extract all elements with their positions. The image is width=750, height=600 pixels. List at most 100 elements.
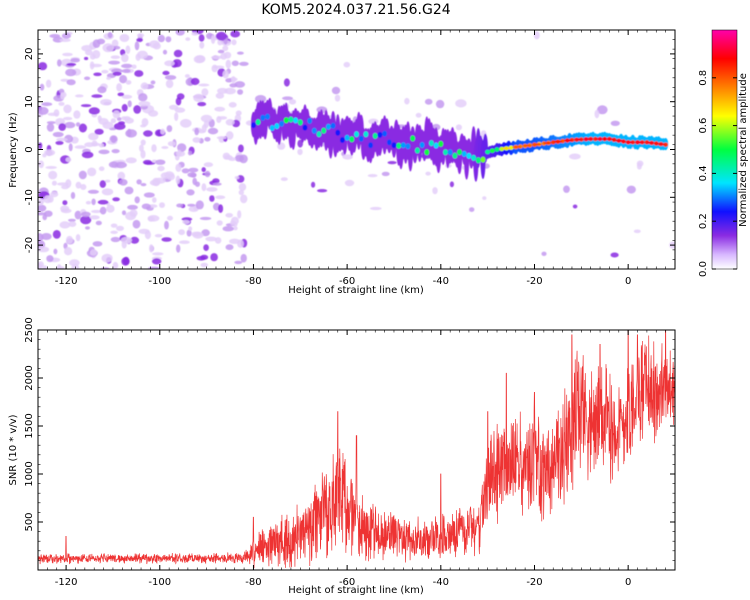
noise-speckle (149, 40, 160, 49)
noise-speckle (225, 78, 233, 83)
snr-x-label: Height of straight line (km) (288, 585, 424, 596)
noise-speckle (75, 94, 84, 98)
ridge-core (461, 150, 467, 157)
ridge-core (424, 149, 430, 156)
ridge-core (321, 127, 327, 134)
noise-speckle (164, 220, 169, 230)
noise-speckle (311, 181, 316, 188)
noise-speckle (52, 131, 64, 138)
noise-speckle (206, 187, 218, 192)
noise-speckle (179, 240, 190, 244)
noise-speckle (174, 107, 186, 113)
noise-speckle (127, 204, 138, 210)
ridge-peak (635, 141, 645, 144)
colorbar-axis: 0.0 0.2 0.4 0.6 0.8 (698, 70, 737, 277)
noise-speckle (449, 181, 454, 188)
noise-speckle (176, 244, 181, 253)
spectrogram-y-tick-label: 0 (24, 146, 35, 152)
noise-speckle (50, 191, 59, 198)
noise-speckle (124, 186, 134, 195)
noise-speckle (93, 72, 102, 77)
noise-speckle (191, 32, 199, 36)
noise-speckle (89, 249, 98, 256)
noise-speckle (224, 87, 236, 95)
noise-speckle (80, 211, 91, 217)
noise-speckle (215, 92, 225, 99)
noise-speckle (143, 192, 155, 198)
noise-speckle (240, 253, 247, 263)
noise-speckle (124, 117, 134, 124)
noise-speckle (162, 49, 168, 55)
noise-speckle (234, 260, 243, 265)
noise-speckle (64, 134, 74, 143)
noise-speckle (344, 179, 355, 187)
snr-x-tick-label: -120 (55, 577, 78, 588)
colorbar-label: Normalized spectral amplitude (738, 73, 749, 227)
noise-speckle (141, 118, 149, 127)
ridge-core (494, 147, 500, 152)
noise-speckle (176, 203, 184, 208)
noise-speckle (150, 80, 156, 85)
noise-speckle (280, 177, 288, 182)
noise-speckle (89, 53, 96, 60)
noise-speckle (143, 130, 153, 137)
noise-speckle (187, 203, 196, 207)
snr-y-tick-label: 2000 (24, 365, 35, 390)
noise-speckle (230, 220, 236, 226)
noise-speckle (217, 49, 225, 54)
noise-speckle (212, 182, 222, 186)
noise-speckle (63, 104, 72, 114)
noise-speckle (216, 220, 223, 226)
noise-speckle (89, 215, 100, 220)
noise-speckle (633, 229, 641, 234)
noise-speckle (85, 49, 93, 56)
ridge-peak (615, 139, 625, 143)
noise-speckle (74, 145, 87, 149)
noise-speckle (91, 142, 101, 147)
noise-speckle (165, 36, 172, 43)
noise-speckle (112, 261, 119, 269)
spectrogram-y-label: Frequency (Hz) (8, 112, 19, 188)
ridge-core (349, 136, 355, 143)
colorbar-tick-label: 0.0 (698, 261, 709, 277)
noise-speckle (238, 144, 244, 153)
noise-speckle (126, 128, 132, 138)
noise-speckle (180, 118, 192, 128)
ridge-core (475, 157, 481, 164)
noise-speckle (342, 154, 353, 160)
noise-speckle (157, 165, 165, 172)
noise-speckle (435, 99, 445, 109)
ridge-core (358, 135, 364, 142)
noise-speckle (152, 258, 162, 265)
noise-speckle (137, 50, 148, 59)
ridge-peak (656, 142, 666, 146)
noise-speckle (46, 121, 56, 125)
noise-speckle (57, 59, 62, 67)
noise-speckle (415, 112, 422, 118)
noise-speckle (369, 206, 382, 211)
noise-speckle (231, 60, 239, 67)
noise-speckle (160, 128, 166, 135)
noise-speckle (66, 79, 76, 86)
noise-speckle (74, 210, 82, 220)
noise-speckle (195, 200, 204, 210)
noise-speckle (175, 163, 182, 172)
noise-speckle (91, 94, 103, 98)
snr-x-tick-label: -80 (245, 577, 261, 588)
ridge-core (466, 152, 472, 159)
noise-speckle (110, 136, 117, 143)
ridge-core (405, 143, 411, 150)
ridge-core (297, 119, 303, 126)
snr-x-tick-label: -100 (148, 577, 171, 588)
noise-speckle (116, 83, 122, 92)
noise-speckle (237, 51, 244, 55)
ridge-core (344, 134, 350, 141)
noise-speckle (71, 263, 80, 269)
noise-speckle (46, 123, 55, 132)
noise-speckle (288, 99, 297, 105)
noise-speckle (134, 196, 140, 204)
noise-speckle (97, 199, 109, 205)
noise-speckle (144, 230, 151, 240)
noise-speckle (610, 252, 619, 258)
noise-speckle (65, 68, 77, 77)
